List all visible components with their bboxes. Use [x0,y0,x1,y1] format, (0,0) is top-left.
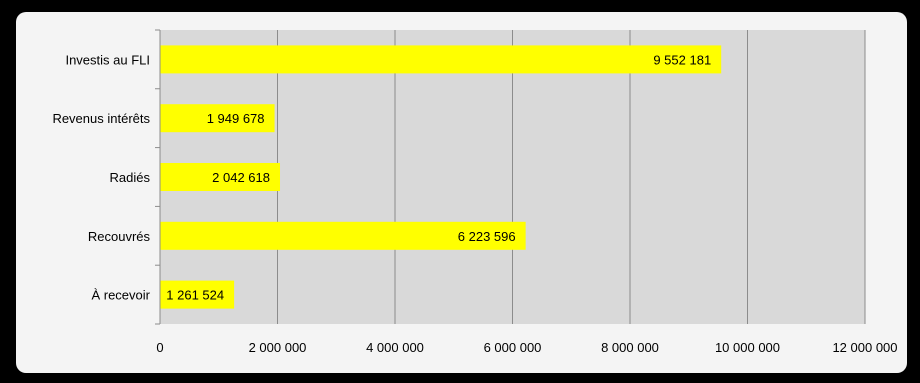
category-label: Investis au FLI [65,52,150,67]
axes: 0 2 000 000 4 000 000 6 000 000 8 000 000 10 … [52,29,898,355]
data-label: 1 949 678 [207,111,265,126]
bar [160,163,281,191]
data-label: 1 261 524 [166,288,224,303]
bar-chart: 9 552 181 1 949 678 2 042 618 6 223 596 1 26… [52,29,898,355]
x-tick-label: 2 000 000 [249,340,307,355]
category-label: Recouvrés [88,229,151,244]
x-tick-label: 12 000 000 [832,340,897,355]
bar [160,45,722,74]
bar [160,280,235,309]
bar [160,104,275,133]
chart-card: 9 552 181 1 949 678 2 042 618 6 223 596 1 26… [16,12,907,373]
category-label: Radiés [110,170,151,185]
gridlines [277,30,866,324]
data-label: 6 223 596 [458,229,516,244]
data-labels: 9 552 181 1 949 678 2 042 618 6 223 596 1 26… [166,52,711,302]
data-label: 9 552 181 [653,52,711,67]
bar [160,221,526,250]
x-tick-label: 8 000 000 [601,340,659,355]
category-label: Revenus intérêts [52,111,150,126]
data-label: 2 042 618 [212,170,270,185]
x-tick-label: 10 000 000 [715,340,780,355]
x-tick-label: 4 000 000 [366,340,424,355]
category-label: À recevoir [91,288,150,303]
bars [160,45,722,309]
x-tick-label: 6 000 000 [484,340,542,355]
x-tick-label: 0 [156,340,163,355]
